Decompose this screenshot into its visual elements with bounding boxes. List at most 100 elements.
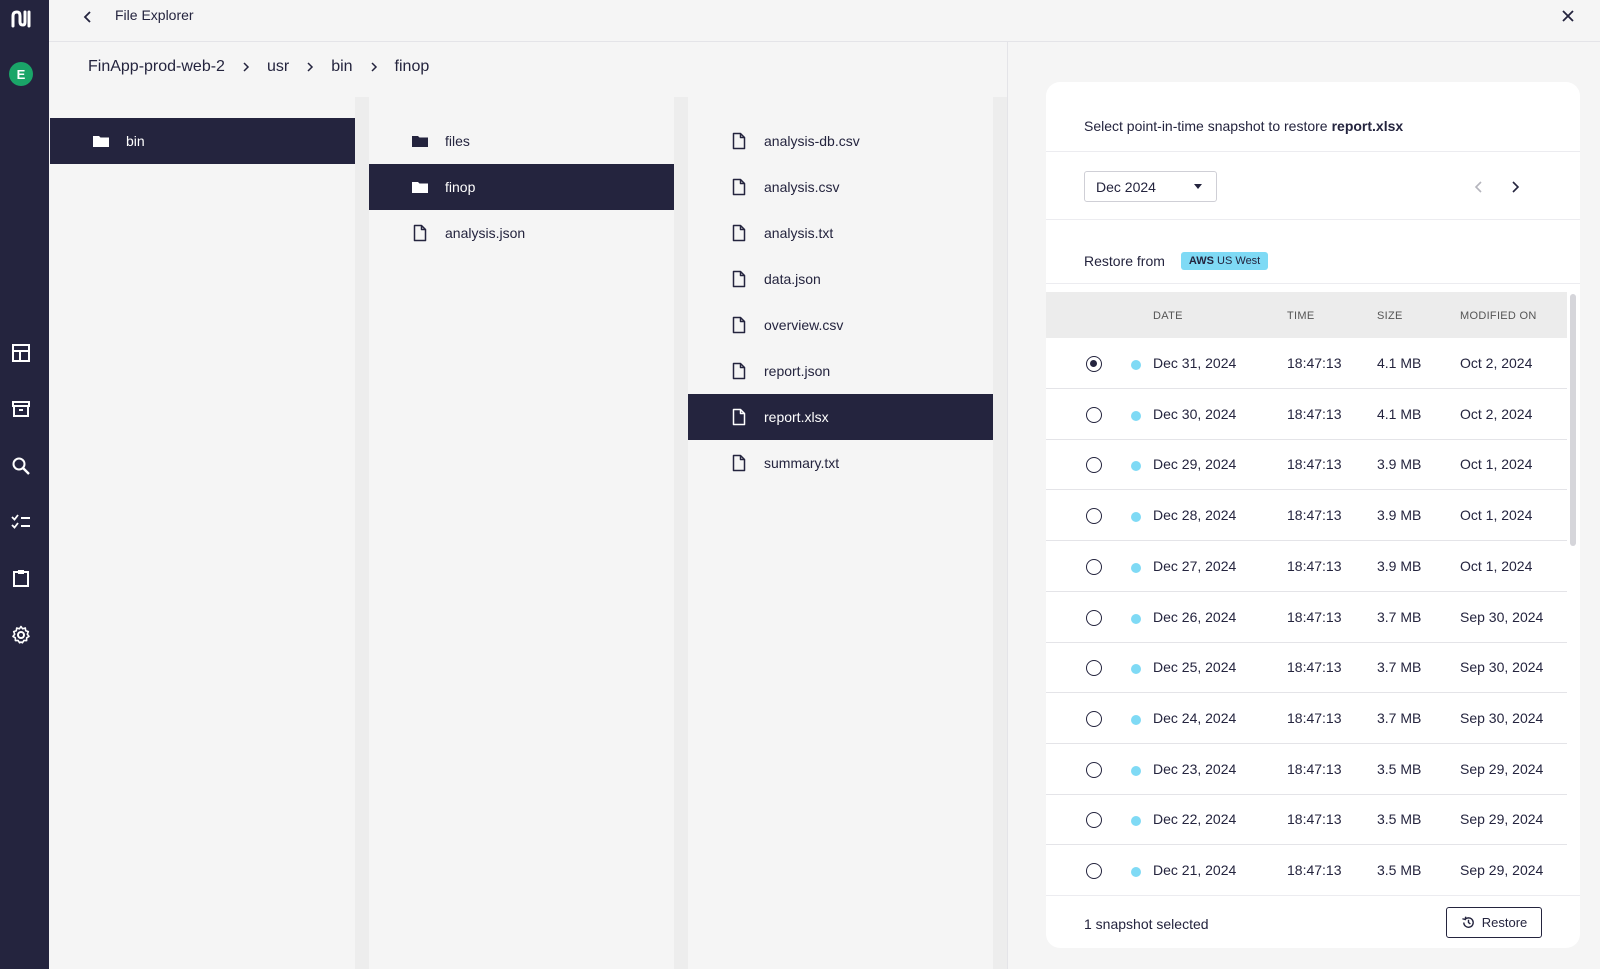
month-select[interactable]: Dec 2024: [1084, 171, 1217, 202]
cell-modified: Oct 1, 2024: [1460, 507, 1533, 524]
file-item[interactable]: report.json: [688, 348, 993, 394]
history-icon: [1461, 916, 1474, 928]
settings-icon[interactable]: [11, 625, 31, 645]
cell-date: Dec 29, 2024: [1153, 456, 1237, 473]
folder-item[interactable]: finop: [369, 164, 674, 210]
cell-time: 18:47:13: [1287, 507, 1342, 524]
table-row[interactable]: Dec 28, 2024 18:47:13 3.9 MB Oct 1, 2024: [1046, 490, 1567, 542]
table-row[interactable]: Dec 26, 2024 18:47:13 3.7 MB Sep 30, 2024: [1046, 592, 1567, 643]
panel-heading-text: Select point-in-time snapshot to restore: [1084, 118, 1328, 134]
file-item[interactable]: report.xlsx: [688, 394, 993, 440]
table-row[interactable]: Dec 21, 2024 18:47:13 3.5 MB Sep 29, 2024: [1046, 845, 1567, 890]
cell-size: 3.7 MB: [1377, 709, 1422, 726]
snapshot-radio[interactable]: [1086, 609, 1102, 626]
item-label: overview.csv: [764, 317, 844, 333]
status-dot: [1131, 461, 1141, 472]
month-select-value: Dec 2024: [1096, 178, 1156, 195]
back-arrow-icon[interactable]: [79, 8, 97, 26]
column-divider[interactable]: [674, 97, 688, 969]
snapshot-radio[interactable]: [1086, 710, 1102, 727]
table-row[interactable]: Dec 22, 2024 18:47:13 3.5 MB Sep 29, 2024: [1046, 794, 1567, 846]
restore-button[interactable]: Restore: [1446, 907, 1542, 938]
divider: [1046, 895, 1580, 896]
breadcrumb-item[interactable]: FinApp-prod-web-2: [88, 58, 225, 75]
snapshot-radio[interactable]: [1086, 406, 1102, 423]
table-row[interactable]: Dec 27, 2024 18:47:13 3.9 MB Oct 1, 2024: [1046, 541, 1567, 592]
cell-modified: Oct 1, 2024: [1460, 456, 1533, 473]
cell-date: Dec 27, 2024: [1153, 557, 1237, 574]
file-item[interactable]: overview.csv: [688, 302, 993, 348]
cell-modified: Oct 2, 2024: [1460, 405, 1533, 422]
table-row[interactable]: Dec 30, 2024 18:47:13 4.1 MB Oct 2, 2024: [1046, 389, 1567, 440]
breadcrumb-item[interactable]: usr: [266, 58, 290, 75]
file-icon: [732, 178, 746, 196]
file-item[interactable]: summary.txt: [688, 440, 993, 486]
file-icon: [732, 408, 746, 426]
breadcrumb-item[interactable]: bin: [331, 58, 353, 75]
layout-icon[interactable]: [11, 343, 31, 363]
column-divider[interactable]: [993, 97, 1007, 969]
cell-modified: Oct 2, 2024: [1460, 355, 1533, 371]
snapshot-radio[interactable]: [1086, 863, 1102, 879]
folder-item[interactable]: bin: [50, 118, 355, 164]
column-header-size: SIZE: [1377, 310, 1403, 322]
cell-time: 18:47:13: [1287, 608, 1342, 625]
clipboard-icon[interactable]: [11, 568, 31, 588]
table-row[interactable]: Dec 31, 2024 18:47:13 4.1 MB Oct 2, 2024: [1046, 338, 1567, 389]
search-icon[interactable]: [11, 456, 31, 476]
snapshot-radio[interactable]: [1086, 356, 1102, 372]
cell-size: 3.9 MB: [1377, 507, 1422, 524]
cell-time: 18:47:13: [1287, 709, 1342, 726]
breadcrumb-item[interactable]: finop: [394, 58, 430, 75]
cell-modified: Sep 29, 2024: [1460, 862, 1544, 878]
close-icon[interactable]: [1558, 6, 1578, 26]
file-item[interactable]: analysis-db.csv: [688, 118, 993, 164]
panel-divider: [1007, 42, 1008, 969]
cell-modified: Sep 30, 2024: [1460, 709, 1544, 726]
file-item[interactable]: analysis.csv: [688, 164, 993, 210]
file-icon: [732, 316, 746, 334]
status-dot: [1131, 714, 1141, 725]
region-provider: AWS: [1188, 255, 1214, 267]
cell-size: 3.5 MB: [1377, 862, 1422, 878]
item-label: report.xlsx: [764, 409, 829, 425]
tasks-icon[interactable]: [11, 512, 31, 532]
table-row[interactable]: Dec 29, 2024 18:47:13 3.9 MB Oct 1, 2024: [1046, 439, 1567, 491]
cell-date: Dec 31, 2024: [1153, 355, 1237, 371]
table-row[interactable]: Dec 25, 2024 18:47:13 3.7 MB Sep 30, 2024: [1046, 642, 1567, 694]
chevron-left-icon[interactable]: [1470, 178, 1488, 196]
caret-down-icon: [1194, 184, 1202, 189]
cell-date: Dec 24, 2024: [1153, 709, 1237, 726]
column-divider[interactable]: [355, 97, 369, 969]
folder-item[interactable]: files: [369, 118, 674, 164]
region-name: US West: [1217, 255, 1261, 267]
file-item[interactable]: analysis.json: [369, 210, 674, 256]
file-icon: [732, 224, 746, 242]
snapshot-radio[interactable]: [1086, 558, 1102, 575]
user-initial: E: [16, 66, 26, 82]
cell-modified: Sep 30, 2024: [1460, 659, 1544, 676]
selected-file-name: report.xlsx: [1331, 118, 1404, 134]
archive-icon[interactable]: [11, 399, 31, 419]
divider: [1046, 283, 1580, 284]
snapshot-radio[interactable]: [1086, 457, 1102, 474]
file-item[interactable]: data.json: [688, 256, 993, 302]
file-icon: [732, 362, 746, 380]
snapshot-radio[interactable]: [1086, 508, 1102, 525]
app-logo-icon[interactable]: [10, 8, 32, 30]
table-scrollbar[interactable]: [1570, 294, 1576, 546]
file-icon: [732, 270, 746, 288]
snapshot-radio[interactable]: [1086, 812, 1102, 829]
chevron-right-icon: [307, 62, 314, 72]
snapshot-radio[interactable]: [1086, 660, 1102, 677]
table-row[interactable]: Dec 23, 2024 18:47:13 3.5 MB Sep 29, 2024: [1046, 744, 1567, 795]
user-avatar[interactable]: E: [9, 62, 33, 86]
table-row[interactable]: Dec 24, 2024 18:47:13 3.7 MB Sep 30, 2024: [1046, 693, 1567, 744]
cell-time: 18:47:13: [1287, 355, 1342, 371]
snapshot-radio[interactable]: [1086, 761, 1102, 778]
file-item[interactable]: analysis.txt: [688, 210, 993, 256]
chevron-right-icon: [243, 62, 250, 72]
table-header: DATE TIME SIZE MODIFIED ON: [1046, 292, 1567, 338]
chevron-right-icon[interactable]: [1506, 178, 1524, 196]
item-label: data.json: [764, 271, 821, 287]
